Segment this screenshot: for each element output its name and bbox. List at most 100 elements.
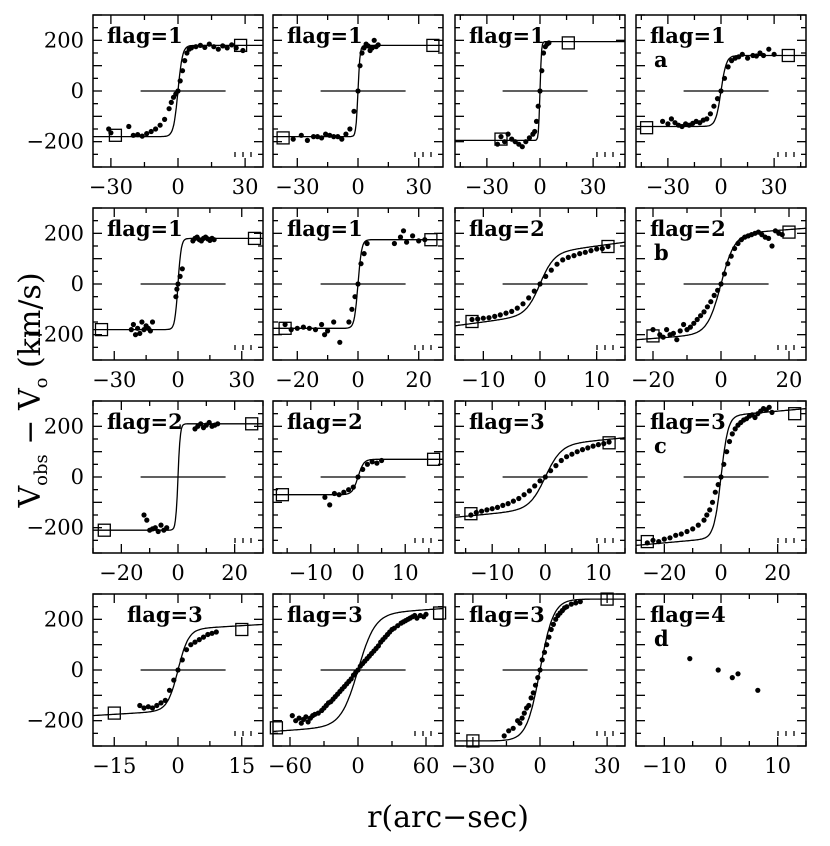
x-tick-label: 60 — [413, 754, 440, 778]
data-point — [489, 506, 495, 512]
data-point — [577, 599, 583, 605]
data-point — [543, 273, 549, 279]
data-point — [660, 118, 666, 124]
y-tick-label: 200 — [44, 607, 84, 631]
x-tick-label: −60 — [268, 754, 312, 778]
data-point — [371, 37, 377, 43]
data-point — [668, 116, 675, 122]
y-tick-label: 200 — [44, 221, 84, 245]
data-point — [721, 271, 728, 277]
data-point — [193, 44, 199, 50]
data-point — [530, 690, 536, 696]
data-point — [537, 88, 543, 94]
data-point — [665, 121, 671, 127]
x-tick-label: −20 — [99, 561, 143, 585]
data-point — [678, 531, 684, 537]
data-point — [229, 42, 235, 48]
x-tick-label: 0 — [533, 368, 546, 392]
data-point — [569, 451, 575, 457]
y-tick-label: 200 — [44, 28, 84, 52]
data-point — [351, 108, 357, 114]
x-tick-label: 0 — [714, 175, 727, 199]
data-point — [305, 719, 311, 725]
data-point — [542, 474, 548, 480]
data-point — [660, 334, 666, 340]
data-point — [546, 634, 552, 640]
data-point — [526, 488, 533, 494]
data-point — [484, 507, 490, 513]
data-point — [202, 44, 208, 51]
data-point — [548, 468, 554, 474]
data-point — [343, 131, 349, 137]
data-point — [404, 239, 410, 245]
data-point — [526, 702, 532, 709]
panel-4: −30 0 30 flag=1a — [635, 14, 807, 199]
model-endpoint-square — [646, 329, 660, 343]
data-point — [766, 404, 772, 410]
data-point — [707, 507, 713, 513]
x-tick-label: 10 — [585, 561, 612, 585]
data-point — [173, 294, 179, 300]
data-point — [162, 697, 168, 704]
data-point — [707, 111, 714, 117]
data-point — [497, 312, 503, 318]
x-tick-label: −20 — [275, 368, 319, 392]
data-point — [375, 42, 381, 48]
panel-letter: a — [654, 47, 668, 72]
data-point — [528, 695, 534, 701]
data-point — [319, 321, 325, 328]
data-point — [605, 243, 611, 250]
x-tick-label: 0 — [714, 754, 727, 778]
model-endpoint-square — [561, 36, 575, 50]
data-point — [337, 339, 343, 345]
data-point — [535, 103, 541, 109]
y-tick-label: −200 — [26, 516, 84, 540]
data-point — [211, 44, 217, 50]
x-tick-label: −10 — [642, 754, 686, 778]
data-point — [673, 532, 679, 538]
data-point — [500, 502, 506, 508]
data-point — [346, 319, 352, 325]
x-tick-label: 0 — [714, 368, 727, 392]
data-point — [322, 494, 328, 500]
data-point — [494, 504, 501, 510]
data-point — [137, 330, 143, 336]
y-tick-label: −200 — [26, 130, 84, 154]
data-point — [469, 316, 475, 323]
x-tick-label: 30 — [228, 368, 255, 392]
data-point — [314, 134, 321, 140]
data-point — [144, 517, 150, 523]
y-tick-label: 0 — [71, 79, 84, 103]
data-point — [148, 128, 154, 135]
data-point — [494, 141, 501, 147]
data-point — [492, 313, 498, 319]
panel-14: −60 0 60 flag=3 — [268, 593, 447, 778]
model-endpoint-square — [601, 239, 615, 254]
data-point — [714, 96, 721, 102]
data-point — [397, 234, 404, 240]
data-point — [694, 316, 700, 323]
model-endpoint-square — [424, 233, 438, 247]
data-point — [698, 313, 704, 319]
data-point — [779, 232, 785, 238]
data-point — [725, 261, 731, 267]
data-point — [209, 630, 215, 636]
x-tick-label: −30 — [451, 754, 495, 778]
data-point — [349, 306, 355, 312]
data-point — [510, 498, 516, 504]
model-endpoint-square — [426, 452, 441, 466]
data-point — [348, 676, 354, 682]
data-point — [540, 50, 547, 56]
model-endpoint-square — [94, 322, 109, 337]
model-endpoint-square — [97, 523, 111, 537]
data-point — [141, 705, 147, 711]
data-point — [331, 319, 337, 325]
data-point — [215, 421, 221, 427]
panel-letter: b — [654, 240, 669, 265]
data-point — [532, 483, 538, 489]
data-point — [695, 522, 701, 528]
model-endpoint-square — [640, 534, 654, 549]
data-point — [537, 281, 543, 287]
data-point — [667, 535, 673, 541]
